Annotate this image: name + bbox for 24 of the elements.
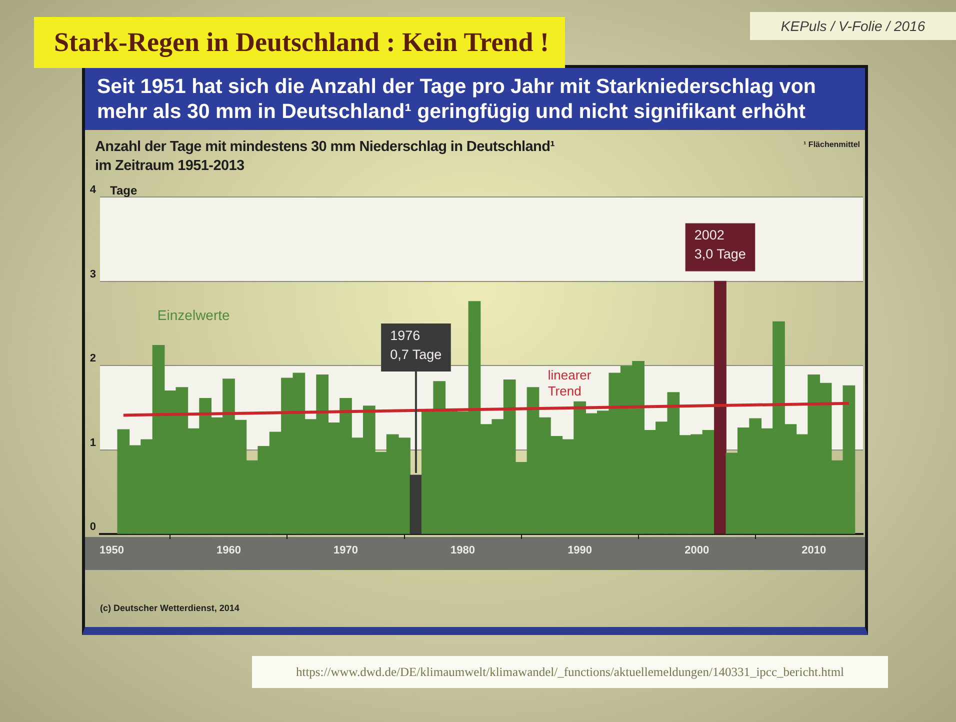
series-label: Einzelwerte — [157, 307, 230, 324]
x-tick-label: 1960 — [216, 544, 241, 557]
annotation: 1976 0,7 Tage — [390, 328, 442, 362]
text: Anzahl der Tage mit mindestens 30 mm Niederschlag in Deutschland¹ im Zeitraum 1951-2013 — [95, 138, 555, 176]
x-tick-label: 2010 — [802, 544, 826, 557]
chart-subtitle: Seit 1951 hat sich die Anzahl der Tage pro Jahr mit Starkniederschlag von mehr als 30 mm in Deutschland¹ geringfügig und nicht signifikant erhöht — [85, 68, 865, 130]
y-tick-label: 0 — [90, 521, 96, 534]
x-tick-label: 1970 — [334, 544, 358, 557]
text: https://www.dwd.de/DE/klimaumwelt/klimawandel/_functions/aktuellemeldungen/140331_ipcc_bericht.html — [252, 656, 888, 688]
x-tick-label: 1980 — [450, 544, 476, 557]
y-tick-label: 4 — [90, 184, 97, 196]
y-tick-label: 2 — [90, 352, 96, 365]
text: KEPuls / V-Folie / 2016 — [750, 12, 956, 40]
x-tick-label: 2000 — [684, 544, 710, 557]
x-tick-label: 1950 — [99, 544, 124, 557]
y-axis-title: Tage — [110, 183, 138, 198]
series-label: linearer Trend — [548, 367, 592, 398]
y-tick-label: 3 — [90, 268, 96, 280]
text: ¹ Flächenmittel — [802, 140, 860, 149]
y-tick-label: 1 — [90, 436, 96, 449]
x-tick-label: 1990 — [568, 544, 592, 557]
annotation: 2002 3,0 Tage — [694, 228, 746, 262]
text: (c) Deutscher Wetterdienst, 2014 — [100, 603, 240, 613]
chart-title: Stark-Regen in Deutschland : Kein Trend ! — [34, 17, 565, 68]
